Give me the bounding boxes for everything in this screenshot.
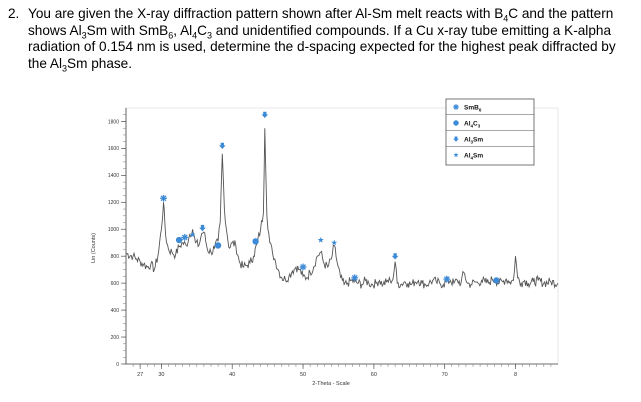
arrow-marker [219,142,226,150]
legend-text: SmB [464,105,479,112]
star-marker [317,236,324,243]
x-tick-label: 40 [229,372,235,378]
star-marker [331,239,338,246]
asterisk-marker [453,104,459,110]
x-tick-label: 30 [158,372,164,378]
subscript: 4 [503,13,509,24]
asterisk-marker [443,275,451,283]
legend-text: C [473,121,478,128]
peak-markers [160,111,500,284]
y-tick-label: 1800 [108,119,119,125]
question-number: 2. [8,6,20,21]
y-tick-label: 200 [111,335,120,341]
question-text-run: Sm phase. [67,55,133,71]
question-text-run: and unidentified compounds. If a Cu x-ra… [28,22,616,71]
y-ticks: 0 200 400 600 800 1000 1200 1400 1600 1800 [108,114,126,368]
x-tick-label: 50 [300,372,306,378]
circle-marker [252,238,259,245]
legend-text: Sm [473,153,483,160]
y-tick-label: 600 [111,281,120,287]
asterisk-marker [351,274,359,282]
circle-marker [493,277,500,284]
asterisk-marker [181,233,189,241]
asterisk-marker [299,263,307,271]
legend-text: Sm [473,137,483,144]
subscript: 3 [207,30,213,41]
legend-entry-label: SmB6 [464,105,482,113]
legend-box [445,98,535,166]
star-marker [189,231,196,238]
y-tick-label: 800 [111,254,120,260]
asterisk-marker [160,194,167,202]
legend-subscript: 3 [478,123,481,128]
legend-text: Al [464,137,471,144]
question-text-run: , Al [173,22,193,38]
question-text-run: C and the pattern shows Al [28,6,614,38]
question-text-run: C [197,22,207,38]
diffraction-pattern-line [125,128,559,289]
legend-entry-label: Al3Sm [464,137,483,145]
legend-subscript: 4 [471,123,474,128]
subscript: 4 [192,30,198,41]
circle-marker [214,242,222,249]
legend-entry-label: Al4C3 [464,121,481,129]
legend-subscript: 4 [471,155,474,160]
x-tick-label: 60 [371,372,377,378]
y-tick-label: 0 [116,362,119,368]
legend-entry-label: Al4Sm [464,153,483,161]
y-tick-label: 1000 [108,227,119,233]
x-tick-label: 70 [442,372,448,378]
y-tick-label: 400 [111,308,120,314]
y-tick-label: 1200 [108,200,119,206]
legend-subscript: 3 [471,139,474,144]
subscript: 3 [81,30,87,41]
star-marker [453,152,459,158]
x-tick-label: 8 [514,372,517,378]
x-tick-label: 27 [137,372,143,378]
y-tick-label: 1400 [108,173,119,179]
question-text-run: You are given the X-ray diffraction patt… [28,6,504,21]
legend-subscript: 6 [479,107,482,112]
circle-marker [453,120,459,126]
y-tick-label: 1600 [108,146,119,152]
circle-marker [175,236,183,244]
question-text: You are given the X-ray diffraction patt… [28,6,632,74]
subscript: 6 [168,30,174,41]
y-axis-label: Lin (Counts) [91,233,97,263]
question-text-run: Sm with SmB [86,22,169,38]
arrow-marker [261,111,269,119]
subscript: 3 [62,63,68,74]
arrow-marker [199,224,206,232]
arrow-marker [453,136,459,142]
x-ticks: 27 30 40 50 60 70 8 [132,364,552,378]
legend-text: Al [464,121,471,128]
legend-text: Al [464,153,471,160]
x-axis-label: 2-Theta - Scale [312,381,350,387]
arrow-marker [391,253,399,260]
